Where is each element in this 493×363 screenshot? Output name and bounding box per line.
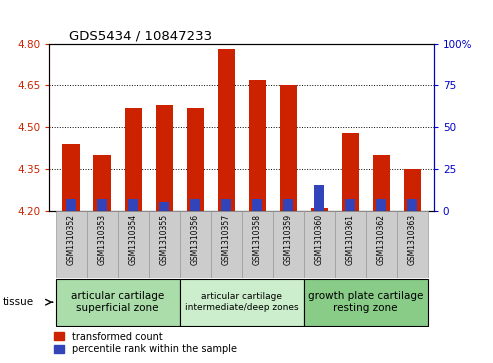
FancyBboxPatch shape — [211, 211, 242, 278]
Text: GSM1310352: GSM1310352 — [67, 214, 75, 265]
Bar — [342, 132, 358, 211]
FancyBboxPatch shape — [179, 211, 211, 278]
Bar — [217, 49, 235, 211]
Text: GSM1310362: GSM1310362 — [377, 214, 386, 265]
Text: GSM1310363: GSM1310363 — [408, 214, 417, 265]
Bar — [377, 199, 386, 211]
Text: GSM1310356: GSM1310356 — [191, 214, 200, 265]
FancyBboxPatch shape — [56, 279, 179, 326]
FancyBboxPatch shape — [179, 279, 304, 326]
Bar — [346, 199, 355, 211]
FancyBboxPatch shape — [304, 211, 335, 278]
Text: tissue: tissue — [2, 297, 34, 307]
Bar — [186, 107, 204, 211]
FancyBboxPatch shape — [273, 211, 304, 278]
Bar — [315, 185, 324, 211]
Text: GSM1310357: GSM1310357 — [221, 214, 231, 265]
Bar — [128, 199, 138, 211]
FancyBboxPatch shape — [117, 211, 148, 278]
Text: GSM1310361: GSM1310361 — [346, 214, 354, 265]
Bar — [125, 107, 141, 211]
FancyBboxPatch shape — [148, 211, 179, 278]
FancyBboxPatch shape — [242, 211, 273, 278]
FancyBboxPatch shape — [56, 211, 86, 278]
Bar — [98, 199, 106, 211]
FancyBboxPatch shape — [335, 211, 366, 278]
Bar — [67, 199, 75, 211]
Text: GSM1310354: GSM1310354 — [129, 214, 138, 265]
Bar — [159, 202, 169, 211]
Bar — [190, 199, 200, 211]
Text: GSM1310353: GSM1310353 — [98, 214, 106, 265]
Bar — [94, 155, 110, 211]
Bar — [280, 85, 297, 211]
FancyBboxPatch shape — [397, 211, 427, 278]
Bar — [404, 169, 421, 211]
Bar — [63, 144, 79, 211]
Bar — [311, 208, 328, 211]
Bar — [155, 105, 173, 211]
Text: GSM1310359: GSM1310359 — [283, 214, 292, 265]
Bar — [408, 199, 417, 211]
FancyBboxPatch shape — [304, 279, 427, 326]
Text: GDS5434 / 10847233: GDS5434 / 10847233 — [69, 29, 211, 42]
Text: GSM1310358: GSM1310358 — [252, 214, 262, 265]
Bar — [252, 199, 262, 211]
Text: articular cartilage
intermediate/deep zones: articular cartilage intermediate/deep zo… — [185, 293, 298, 312]
Bar — [221, 199, 231, 211]
FancyBboxPatch shape — [366, 211, 397, 278]
Bar — [373, 155, 389, 211]
Bar — [248, 80, 266, 211]
Legend: transformed count, percentile rank within the sample: transformed count, percentile rank withi… — [54, 331, 237, 355]
Text: GSM1310360: GSM1310360 — [315, 214, 323, 265]
Text: articular cartilage
superficial zone: articular cartilage superficial zone — [71, 291, 164, 313]
Bar — [283, 199, 293, 211]
Text: growth plate cartilage
resting zone: growth plate cartilage resting zone — [308, 291, 423, 313]
Text: GSM1310355: GSM1310355 — [160, 214, 169, 265]
FancyBboxPatch shape — [86, 211, 117, 278]
